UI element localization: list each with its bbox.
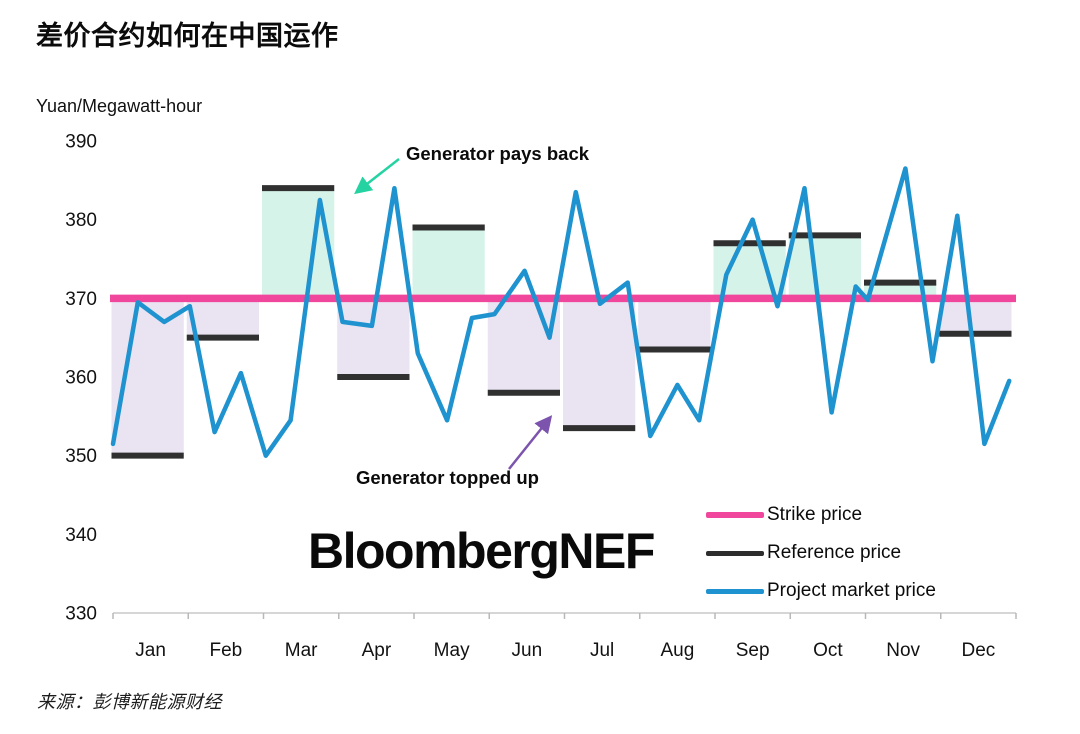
- strike-price-swatch: [706, 512, 764, 518]
- svg-text:340: 340: [65, 525, 97, 546]
- x-axis-month-labels: Jan Feb Mar Apr May Jun Jul Aug Sep Oct Nov Dec: [135, 640, 995, 661]
- bloombergnef-wordmark: BloombergNEF: [308, 523, 655, 579]
- svg-text:Dec: Dec: [961, 640, 995, 661]
- y-axis-unit-label: Yuan/Megawatt-hour: [36, 96, 203, 116]
- svg-text:350: 350: [65, 446, 97, 467]
- annotation-generator-topped-up: Generator topped up: [356, 467, 539, 488]
- legend-item-strike-price: Strike price: [706, 496, 936, 534]
- source-attribution: 来源：彭博新能源财经: [37, 692, 222, 712]
- annotation-arrows: [354, 158, 553, 470]
- svg-text:Jun: Jun: [512, 640, 543, 661]
- svg-text:Aug: Aug: [660, 640, 694, 661]
- svg-text:390: 390: [65, 131, 97, 152]
- svg-text:Jan: Jan: [135, 640, 166, 661]
- legend-item-reference-price: Reference price: [706, 534, 936, 572]
- x-axis: [112, 612, 1017, 619]
- strike-difference-shading: [111, 188, 1012, 456]
- project-market-price-swatch: [706, 588, 764, 594]
- svg-text:Nov: Nov: [886, 640, 920, 661]
- y-axis-tick-labels: 390 380 370 360 350 340 330: [65, 131, 97, 624]
- legend: Strike price Reference price Project mar…: [706, 496, 936, 610]
- project-market-price-line: [110, 166, 1012, 458]
- svg-text:330: 330: [65, 604, 97, 625]
- svg-text:May: May: [434, 640, 470, 661]
- svg-text:Mar: Mar: [285, 640, 318, 661]
- svg-text:Feb: Feb: [210, 640, 243, 661]
- svg-text:Jul: Jul: [590, 640, 614, 661]
- reference-price-swatch: [706, 550, 764, 556]
- legend-label: Project market price: [767, 580, 936, 601]
- legend-item-project-market-price: Project market price: [706, 572, 936, 610]
- svg-text:Sep: Sep: [736, 640, 770, 661]
- reference-price-bars: [111, 185, 1012, 459]
- svg-text:Oct: Oct: [813, 640, 843, 661]
- svg-text:Apr: Apr: [362, 640, 392, 661]
- legend-label: Reference price: [767, 542, 902, 563]
- svg-text:370: 370: [65, 289, 97, 310]
- svg-text:380: 380: [65, 210, 97, 231]
- svg-text:360: 360: [65, 367, 97, 388]
- legend-label: Strike price: [767, 504, 863, 525]
- page-title: 差价合约如何在中国运作: [36, 21, 339, 51]
- annotation-generator-pays-back: Generator pays back: [406, 143, 590, 164]
